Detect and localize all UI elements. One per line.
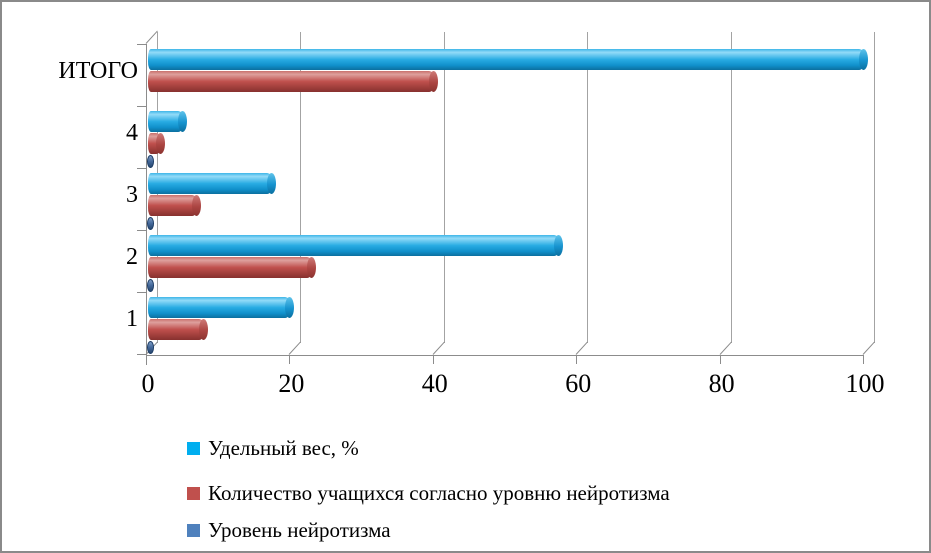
y-axis-tick (137, 106, 146, 107)
gridline (730, 32, 732, 343)
x-axis-tick (289, 355, 291, 364)
bar-count-0 (148, 71, 438, 92)
gridline-base-diagonal (432, 341, 445, 355)
x-axis-tick-label: 0 (141, 369, 155, 398)
y-axis-tick (137, 168, 146, 169)
category-label: 4 (126, 120, 138, 146)
y-axis-tick (137, 292, 146, 293)
gridline-base-diagonal (289, 341, 302, 355)
gridline (587, 32, 589, 343)
marker-level-1 (147, 155, 155, 168)
gridline-base-diagonal (575, 341, 589, 355)
gridline (300, 32, 302, 343)
bar-count-2 (148, 195, 202, 216)
gridline-base-diagonal (719, 341, 732, 355)
x-axis-tick (863, 355, 864, 364)
x-axis-tick (432, 355, 434, 364)
bar-count-3 (148, 257, 316, 278)
gridline-base-diagonal (862, 341, 875, 355)
x-axis-tick (576, 355, 578, 364)
x-axis-tick-label: 60 (565, 369, 592, 398)
bar-percent-1 (148, 111, 187, 132)
bar-percent-4 (148, 297, 295, 318)
bar-percent-0 (148, 49, 868, 70)
x-axis-line (146, 355, 863, 356)
category-label: 1 (126, 306, 138, 332)
y-axis-line (146, 44, 147, 365)
x-axis-tick-label: 40 (421, 369, 448, 398)
marker-level-3 (147, 279, 155, 292)
marker-level-4 (147, 341, 155, 354)
marker-level-2 (147, 217, 155, 230)
bar-percent-3 (148, 235, 564, 256)
y-axis-tick (137, 354, 146, 355)
category-label: 3 (126, 182, 138, 208)
x-axis-tick-label: 20 (278, 369, 305, 398)
x-axis-tick-label: 100 (845, 369, 885, 398)
x-axis-tick (719, 355, 721, 364)
bar-count-1 (148, 133, 166, 154)
y-axis-tick (137, 44, 146, 45)
bar-percent-2 (148, 173, 277, 194)
gridline (874, 32, 875, 343)
category-label: 2 (126, 244, 138, 270)
category-label: ИТОГО (58, 58, 138, 84)
bar-count-4 (148, 319, 209, 340)
y-axis-tick (137, 230, 146, 231)
gridline (443, 32, 445, 343)
x-axis-tick-label: 80 (708, 369, 735, 398)
